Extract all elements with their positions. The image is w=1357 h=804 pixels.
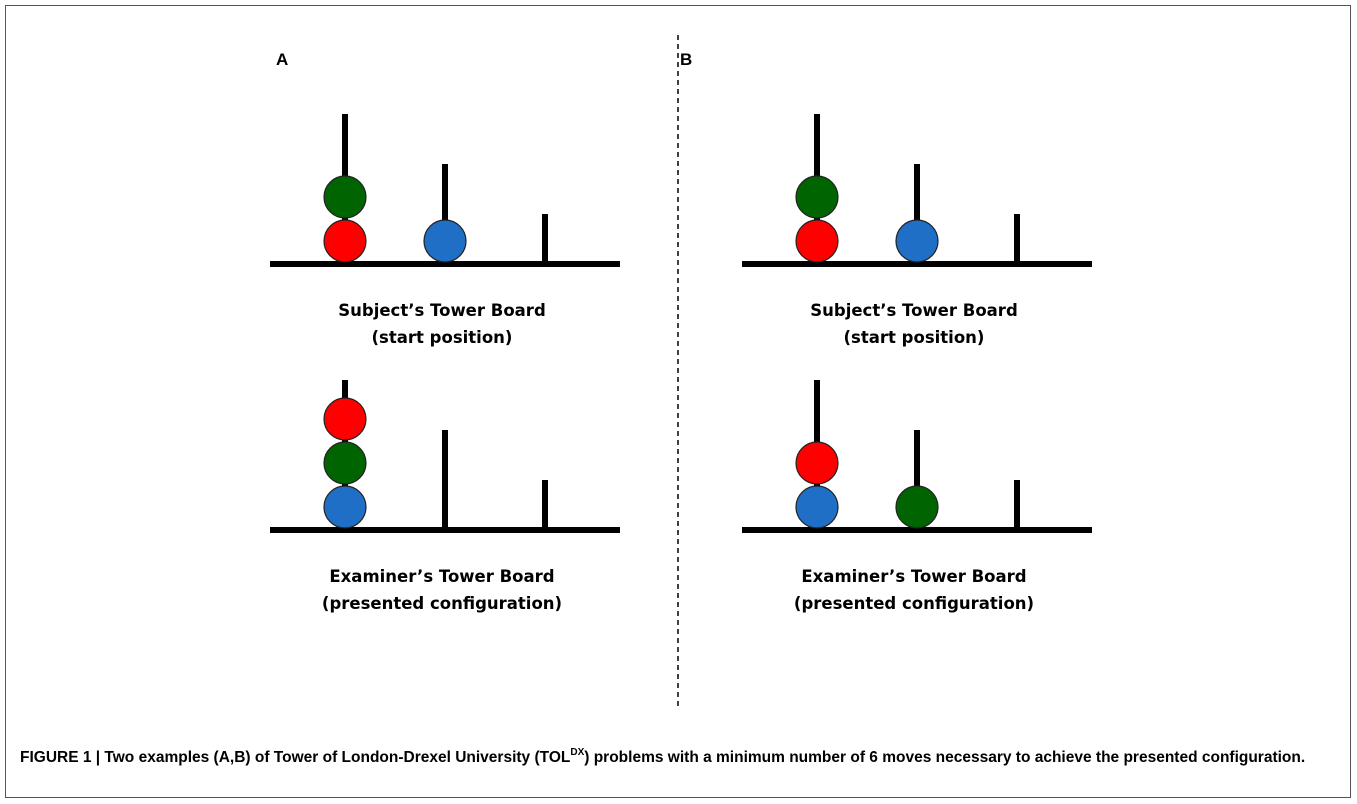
panel-letter: B [680,50,692,69]
blue-ball [895,219,939,263]
board-label-subtitle: (presented configuration) [794,594,1034,613]
peg-2 [442,430,448,530]
peg-2 [914,164,920,264]
peg-3 [1014,480,1020,530]
blue-ball [795,485,839,529]
board-base [270,261,620,267]
board-base [742,261,1092,267]
board-base [270,527,620,533]
peg-3 [542,214,548,264]
board-label-subtitle: (start position) [372,328,513,347]
green-ball [323,175,367,219]
board-label-subtitle: (presented configuration) [322,594,562,613]
panels-layer: A Subject’s Tower Board (start position) Ex… [270,50,1092,613]
panel-a: A Subject’s Tower Board (start position) Ex… [270,50,620,613]
green-ball [795,175,839,219]
figure-frame [5,5,1351,798]
red-ball [323,219,367,263]
peg-3 [542,480,548,530]
caption-superscript: DX [570,746,585,758]
examiner-tower-board: Examiner’s Tower Board (presented configu… [742,380,1092,613]
board-base [742,527,1092,533]
red-ball [323,397,367,441]
red-ball [795,219,839,263]
subject-tower-board: Subject’s Tower Board (start position) [742,114,1092,347]
blue-ball [423,219,467,263]
red-ball [795,441,839,485]
panel-letter: A [276,50,288,69]
peg-2 [914,430,920,530]
board-label-title: Subject’s Tower Board [338,301,546,320]
green-ball [895,485,939,529]
caption-text-part1: FIGURE 1 | Two examples (A,B) of Tower o… [20,749,571,766]
peg-3 [1014,214,1020,264]
board-label-title: Examiner’s Tower Board [801,567,1026,586]
caption-text-part2: ) problems with a minimum number of 6 mo… [584,749,1306,766]
figure-caption: FIGURE 1 | Two examples (A,B) of Tower o… [20,746,1330,769]
blue-ball [323,485,367,529]
board-label-title: Subject’s Tower Board [810,301,1018,320]
examiner-tower-board: Examiner’s Tower Board (presented configu… [270,380,620,613]
peg-2 [442,164,448,264]
board-label-title: Examiner’s Tower Board [329,567,554,586]
green-ball [323,441,367,485]
subject-tower-board: Subject’s Tower Board (start position) [270,114,620,347]
board-label-subtitle: (start position) [844,328,985,347]
panel-b: B Subject’s Tower Board (start position) Ex… [680,50,1092,613]
